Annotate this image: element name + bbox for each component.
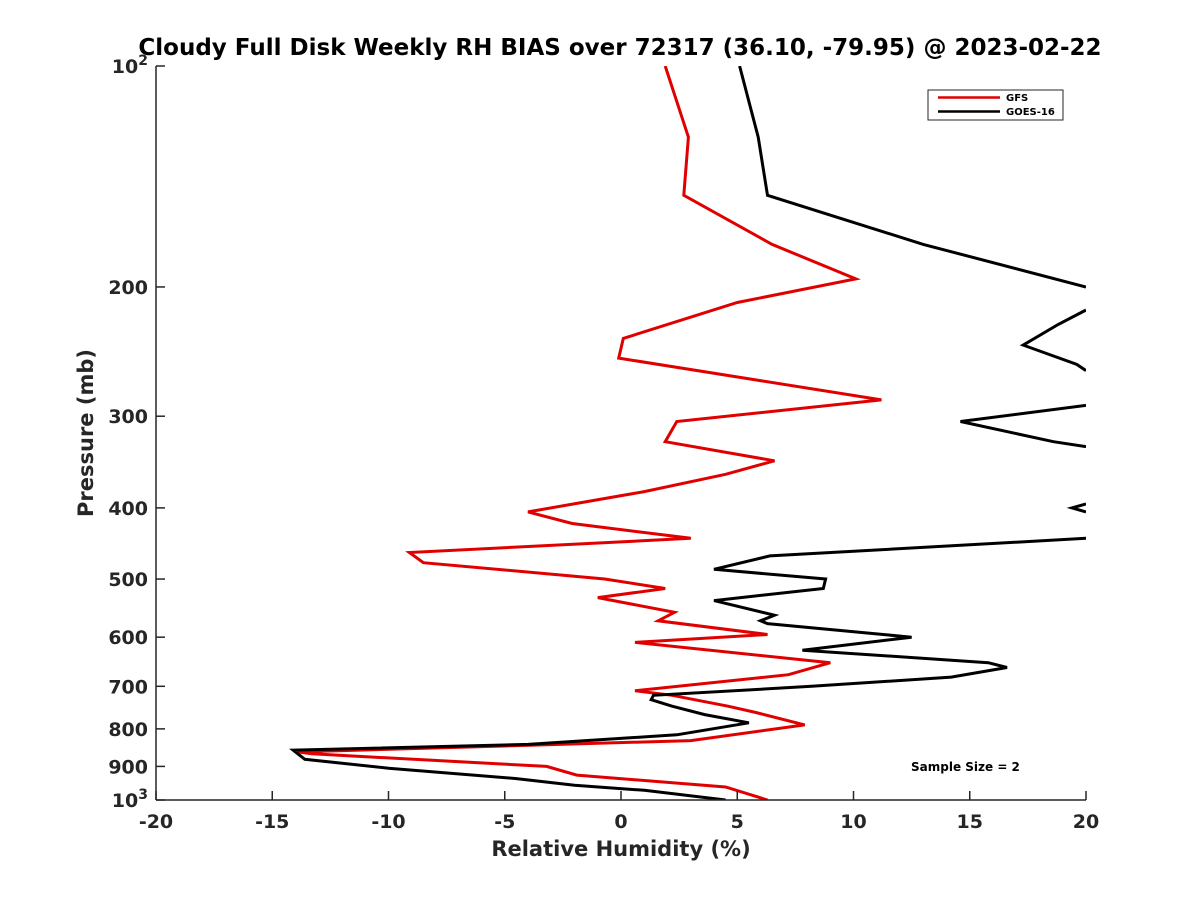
legend-label-gfs: GFS — [1006, 93, 1028, 104]
y-tick-label: 102 — [112, 53, 148, 78]
y-tick-label: 103 — [112, 787, 148, 812]
sample-size-annotation: Sample Size = 2 — [911, 760, 1020, 774]
y-tick-label: 900 — [108, 756, 148, 778]
y-tick-label: 300 — [108, 406, 148, 428]
x-tick-label: -10 — [371, 811, 405, 833]
plot-area: -20 -15 -10 -5 0 5 10 15 20 102 200 300 400 500 600 70… — [108, 53, 1099, 833]
x-tick-label: 15 — [957, 811, 983, 833]
axes — [155, 66, 1086, 801]
x-tick-label: -15 — [255, 811, 289, 833]
y-tick-label: 800 — [108, 719, 148, 741]
series-line-goes16 — [289, 66, 1086, 800]
x-tick-label: -5 — [494, 811, 515, 833]
series-line-gfs — [297, 66, 882, 800]
x-ticks: -20 -15 -10 -5 0 5 10 15 20 — [139, 791, 1099, 833]
y-tick-label: 200 — [108, 277, 148, 299]
x-tick-label: -20 — [139, 811, 173, 833]
x-tick-label: 0 — [614, 811, 627, 833]
x-tick-label: 20 — [1073, 811, 1099, 833]
y-axis-label: Pressure (mb) — [74, 349, 98, 517]
chart-title: Cloudy Full Disk Weekly RH BIAS over 723… — [138, 35, 1101, 61]
legend-box — [927, 89, 1064, 121]
y-tick-label: 500 — [108, 569, 148, 591]
y-tick-label: 400 — [108, 498, 148, 520]
y-ticks: 102 200 300 400 500 600 700 800 900 103 — [108, 53, 165, 812]
x-tick-label: 10 — [840, 811, 866, 833]
x-tick-label: 5 — [731, 811, 744, 833]
legend-label-goes16: GOES-16 — [1006, 107, 1055, 118]
y-tick-label: 700 — [108, 676, 148, 698]
series-layer — [289, 66, 1086, 800]
y-tick-label: 600 — [108, 627, 148, 649]
x-axis-label: Relative Humidity (%) — [491, 837, 750, 861]
legend: GFS GOES-16 — [927, 89, 1064, 121]
